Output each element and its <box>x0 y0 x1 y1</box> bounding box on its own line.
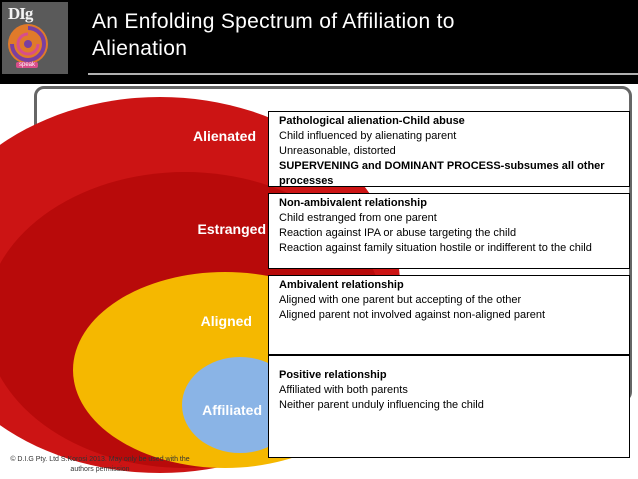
box-heading: Pathological alienation-Child abuse <box>279 115 465 127</box>
box-line: Neither parent unduly influencing the ch… <box>279 399 484 411</box>
box-line: Child estranged from one parent <box>279 212 437 224</box>
box-line: Reaction against family situation hostil… <box>279 242 592 254</box>
box-line: Reaction against IPA or abuse targeting … <box>279 227 517 239</box>
box-line: Affiliated with both parents <box>279 384 408 396</box>
header-divider <box>88 73 638 75</box>
box-line: Aligned parent not involved against non-… <box>279 309 546 321</box>
page-title: An Enfolding Spectrum of Affiliation to … <box>92 8 612 62</box>
box-affiliated: Positive relationship Affiliated with bo… <box>268 355 630 458</box>
dig-logo: DIg speak <box>2 2 68 74</box>
box-line: Aligned with one parent but accepting of… <box>279 294 522 306</box>
box-line: Child influenced by alienating parent <box>279 130 457 142</box>
logo-tag: speak <box>16 62 39 68</box>
label-estranged: Estranged <box>197 221 266 237</box>
title-line-2: Alienation <box>92 37 188 60</box>
box-line: Unreasonable, distorted <box>279 145 396 157</box>
logo-text: DIg <box>8 4 33 23</box>
box-highlight: SUPERVENING and DOMINANT PROCESS-subsume… <box>279 160 605 187</box>
swirl-icon <box>8 24 48 64</box>
title-line-1: An Enfolding Spectrum of Affiliation to <box>92 10 455 33</box>
copyright-footer: © D.I.G Pty. Ltd S.Korosi 2013. May only… <box>10 456 190 473</box>
box-heading: Non-ambivalent relationship <box>279 197 427 209</box>
label-alienated: Alienated <box>192 128 256 144</box>
label-aligned: Aligned <box>200 313 252 329</box>
header-bar: DIg speak An Enfolding Spectrum of Affil… <box>0 0 638 84</box>
box-heading: Ambivalent relationship <box>279 279 404 291</box>
box-alienated: Pathological alienation-Child abuse Chil… <box>268 111 630 187</box>
box-heading: Positive relationship <box>279 369 387 381</box>
box-estranged: Non-ambivalent relationship Child estran… <box>268 193 630 269</box>
box-aligned: Ambivalent relationship Aligned with one… <box>268 275 630 355</box>
label-affiliated: Affiliated <box>202 402 262 418</box>
